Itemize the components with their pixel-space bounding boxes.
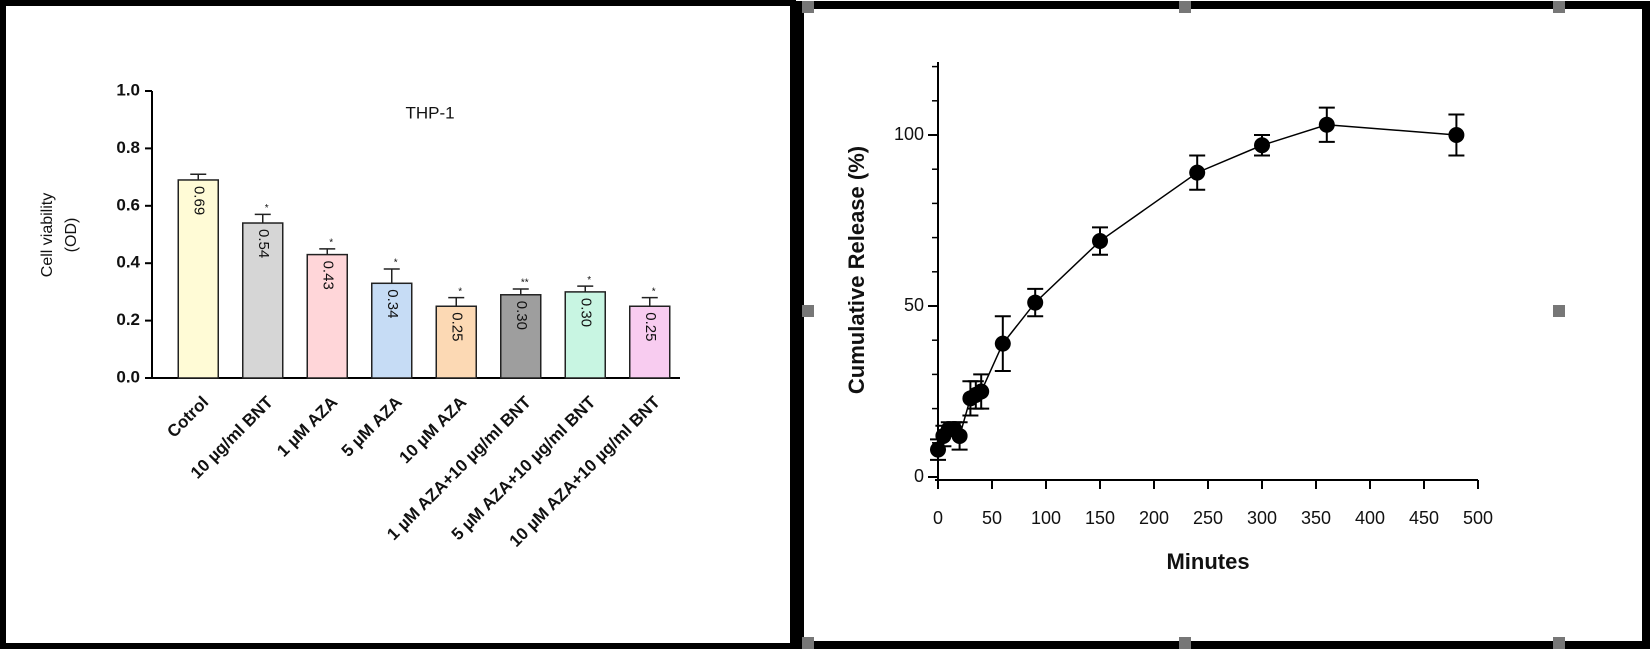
- point: [951, 427, 968, 444]
- x-tick-label: 450: [1409, 508, 1439, 528]
- y-tick-label: 0: [914, 466, 924, 486]
- value-label: 0.69: [190, 186, 207, 215]
- x-tick-label: 0: [933, 508, 943, 528]
- y-tick-label: 50: [904, 295, 924, 315]
- handle: [802, 305, 814, 317]
- handle: [1553, 637, 1565, 649]
- handle: [1179, 1, 1191, 13]
- error-bar: [641, 296, 658, 307]
- bar: [435, 305, 477, 379]
- value-label: 0.54: [255, 229, 272, 258]
- y-axis-label: (OD): [63, 218, 80, 253]
- y-tick-label: 0.4: [116, 253, 140, 272]
- point: [1027, 294, 1044, 311]
- y-tick-label: 1.0: [116, 80, 140, 99]
- point: [1092, 233, 1108, 250]
- point: [1448, 127, 1465, 143]
- error-bar: [512, 288, 529, 295]
- bar: [500, 294, 542, 379]
- x-tick-label: 200: [1139, 508, 1169, 528]
- value-label: 0.30: [577, 298, 594, 327]
- value-label: 0.25: [448, 312, 465, 341]
- x-tick-label: 150: [1085, 508, 1115, 528]
- point: [973, 383, 990, 400]
- significance-label: **: [521, 278, 529, 289]
- significance-label: *: [265, 203, 269, 214]
- significance-label: *: [587, 275, 591, 286]
- x-tick-label: 1 µM AZA: [273, 393, 341, 461]
- x-tick-label: 5 µM AZA: [338, 393, 406, 461]
- value-label: 0.43: [319, 261, 336, 290]
- y-tick-label: 0.6: [116, 195, 140, 214]
- x-tick-label: Cotrol: [163, 393, 212, 442]
- bar: [306, 253, 348, 379]
- bar: [177, 179, 219, 379]
- chart-title: THP-1: [405, 103, 454, 122]
- value-label: 0.34: [384, 289, 401, 318]
- point: [994, 335, 1011, 352]
- x-tick-label: 250: [1193, 508, 1223, 528]
- left-panel-border: [0, 0, 796, 649]
- right-panel-border: [796, 1, 1650, 649]
- y-tick-label: 0.2: [116, 310, 140, 329]
- y-axis-label: Cell viability: [39, 193, 56, 277]
- error-bar: [190, 173, 207, 180]
- x-tick-label: 400: [1355, 508, 1385, 528]
- bar: [242, 222, 284, 379]
- y-tick-label: 0.8: [116, 138, 140, 157]
- y-tick-label: 0.0: [116, 367, 140, 386]
- significance-label: *: [394, 258, 398, 269]
- x-axis-label: Minutes: [1166, 549, 1249, 574]
- bar: [371, 282, 413, 379]
- handle: [802, 1, 814, 13]
- point: [1318, 116, 1335, 133]
- x-tick-label: 100: [1031, 508, 1061, 528]
- error-bar: [254, 213, 271, 224]
- significance-label: *: [652, 286, 656, 297]
- handle: [802, 637, 814, 649]
- error-bar: [448, 296, 465, 307]
- value-label: 0.25: [642, 312, 659, 341]
- handle: [1179, 637, 1191, 649]
- bar: [564, 291, 606, 379]
- point: [1254, 137, 1270, 154]
- y-axis-label: Cumulative Release (%): [844, 146, 869, 394]
- x-tick-label: 350: [1301, 508, 1331, 528]
- x-tick-label: 50: [982, 508, 1002, 528]
- handles: [802, 1, 1565, 649]
- error-bar: [577, 285, 594, 292]
- significance-label: *: [329, 237, 333, 248]
- value-label: 0.30: [513, 301, 530, 330]
- error-bar: [383, 268, 400, 284]
- point: [1189, 164, 1206, 181]
- error-bar: [319, 248, 336, 255]
- handle: [1553, 305, 1565, 317]
- significance-label: *: [458, 286, 462, 297]
- handle: [1553, 1, 1565, 13]
- x-tick-label: 500: [1463, 508, 1493, 528]
- x-tick-label: 300: [1247, 508, 1277, 528]
- y-tick-label: 100: [894, 124, 924, 144]
